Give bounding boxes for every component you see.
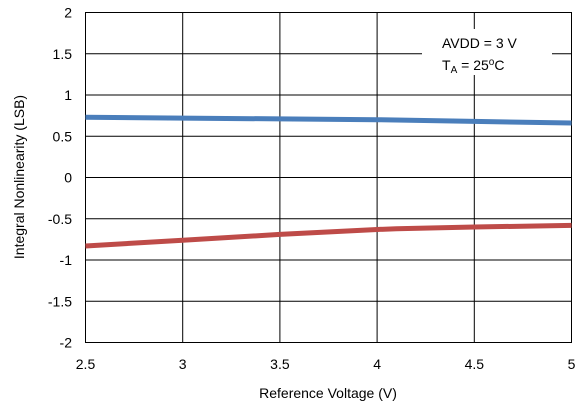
y-tick-label: 0.5 <box>53 128 73 144</box>
annotation-avdd: AVDD = 3 V <box>442 35 517 51</box>
x-tick-labels: 2.5 3 3.5 4 4.5 5 <box>76 356 576 372</box>
x-tick-label: 2.5 <box>76 356 96 372</box>
y-tick-label: -1.5 <box>48 293 72 309</box>
annotation-temperature: TA = 25oC <box>442 57 504 76</box>
y-tick-label: -0.5 <box>48 211 72 227</box>
x-tick-label: 3.5 <box>270 356 290 372</box>
y-axis-label: Integral Nonlinearity (LSB) <box>11 95 27 259</box>
x-axis-label: Reference Voltage (V) <box>259 385 397 401</box>
y-tick-label: 1.5 <box>53 46 73 62</box>
y-tick-label: 1 <box>64 87 72 103</box>
plot-frame <box>85 12 572 343</box>
series-line-2 <box>85 222 572 249</box>
series-line-1 <box>85 114 572 126</box>
x-tick-label: 4.5 <box>465 356 485 372</box>
y-tick-label: -2 <box>60 335 73 351</box>
x-tick-label: 4 <box>373 356 381 372</box>
series-group <box>85 114 572 249</box>
annotation-box <box>422 29 552 75</box>
y-tick-label: 0 <box>64 170 72 186</box>
y-tick-label: -1 <box>60 252 73 268</box>
y-tick-labels: 2 1.5 1 0.5 0 -0.5 -1 -1.5 -2 <box>48 5 72 351</box>
y-tick-label: 2 <box>64 5 72 21</box>
x-tick-label: 3 <box>179 356 187 372</box>
x-tick-label: 5 <box>568 356 576 372</box>
